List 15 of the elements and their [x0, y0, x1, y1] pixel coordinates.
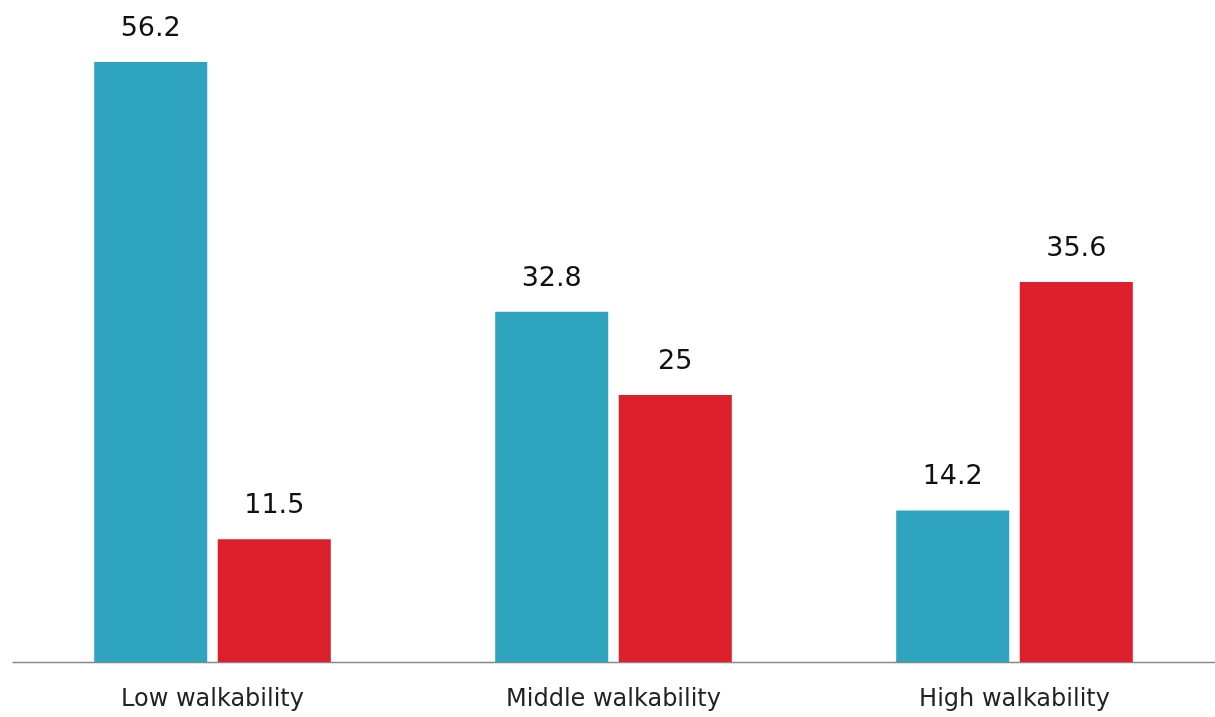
x-tick-label: Low walkability — [121, 683, 304, 712]
data-label: 14.2 — [922, 459, 983, 491]
x-tick-label: High walkability — [919, 683, 1110, 712]
bar — [618, 395, 732, 662]
bar — [896, 510, 1010, 662]
bar — [94, 62, 208, 662]
data-label: 32.8 — [521, 260, 582, 292]
data-label: 25 — [658, 344, 693, 376]
bar — [495, 311, 609, 662]
data-label: 35.6 — [1046, 230, 1107, 262]
bar — [1019, 281, 1133, 662]
data-label: 11.5 — [244, 488, 305, 520]
bar — [217, 539, 331, 662]
x-tick-label: Middle walkability — [506, 683, 721, 712]
data-label: 56.2 — [120, 11, 181, 42]
